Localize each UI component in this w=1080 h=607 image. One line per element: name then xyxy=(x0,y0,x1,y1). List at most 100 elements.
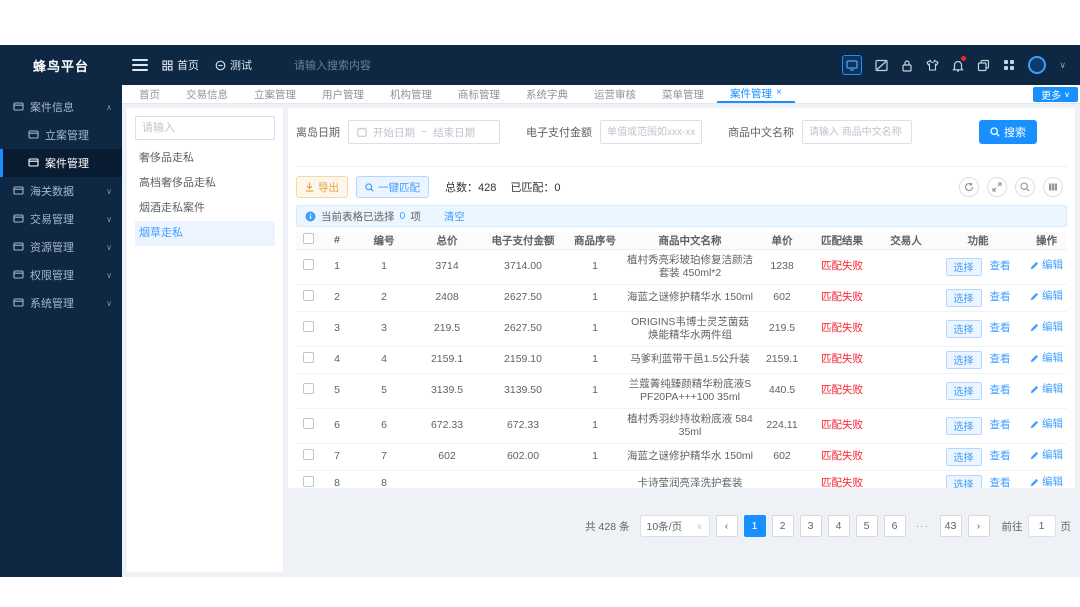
sidebar-item[interactable]: 资源管理 ∨ xyxy=(0,233,122,261)
page-number-button[interactable]: 2 xyxy=(771,515,794,537)
circle-minus-icon xyxy=(215,60,226,70)
edit-link[interactable]: 编辑 xyxy=(1030,259,1063,272)
view-link[interactable]: 查看 xyxy=(989,477,1011,488)
goto-page-input[interactable] xyxy=(1027,515,1056,537)
select-button[interactable]: 选择 xyxy=(945,474,982,488)
page-number-button[interactable]: ··· xyxy=(912,515,934,537)
edit-link[interactable]: 编辑 xyxy=(1030,418,1063,431)
global-search-input[interactable]: 请输入搜索内容 xyxy=(294,60,371,72)
select-button[interactable]: 选择 xyxy=(945,381,982,400)
name-filter-label: 商品中文名称 xyxy=(728,127,794,139)
row-checkbox[interactable] xyxy=(302,383,314,394)
row-checkbox[interactable] xyxy=(302,449,314,460)
clear-selection-link[interactable]: 清空 xyxy=(443,210,465,223)
page-number-button[interactable]: 6 xyxy=(883,515,906,537)
view-link[interactable]: 查看 xyxy=(989,384,1011,396)
page-number-button[interactable]: 4 xyxy=(827,515,850,537)
sidebar-item[interactable]: 系统管理 ∨ xyxy=(0,289,122,317)
close-icon[interactable]: × xyxy=(776,87,782,98)
fullscreen-icon[interactable] xyxy=(987,177,1007,197)
nav-home[interactable]: 首页 xyxy=(162,57,199,73)
select-button[interactable]: 选择 xyxy=(945,416,982,435)
edit-link[interactable]: 编辑 xyxy=(1030,352,1063,365)
view-link[interactable]: 查看 xyxy=(989,260,1011,272)
page-tab[interactable]: 菜单管理 xyxy=(649,85,717,103)
page-tab[interactable]: 商标管理 xyxy=(445,85,513,103)
apps-grid-icon[interactable] xyxy=(1003,59,1015,71)
category-list-item[interactable]: 奢侈品走私 xyxy=(139,152,194,164)
name-filter-input[interactable] xyxy=(802,120,912,144)
sidebar-item[interactable]: 立案管理 xyxy=(0,121,122,149)
monitor-icon[interactable] xyxy=(842,55,863,75)
edit-link[interactable]: 编辑 xyxy=(1030,290,1063,303)
sidebar-item[interactable]: 案件信息 ∧ xyxy=(0,93,122,121)
sidebar-item[interactable]: 案件管理 xyxy=(0,149,122,177)
category-list-item[interactable]: 烟酒走私案件 xyxy=(139,202,205,214)
next-page-button[interactable]: › xyxy=(967,515,990,537)
category-search-input[interactable] xyxy=(135,116,275,140)
page-tab[interactable]: 用户管理 xyxy=(309,85,377,103)
view-link[interactable]: 查看 xyxy=(989,291,1011,303)
prev-page-button[interactable]: ‹ xyxy=(715,515,738,537)
lock-icon[interactable] xyxy=(901,59,913,72)
date-range-picker[interactable]: 开始日期 ~ 结束日期 xyxy=(348,120,500,144)
zoom-icon[interactable] xyxy=(1015,177,1035,197)
export-button[interactable]: 导出 xyxy=(296,176,348,198)
row-checkbox[interactable] xyxy=(302,259,314,270)
theme-shirt-icon[interactable] xyxy=(926,59,940,71)
view-link[interactable]: 查看 xyxy=(989,353,1011,365)
edit-link[interactable]: 编辑 xyxy=(1030,476,1063,488)
category-list-item[interactable]: 烟草走私 xyxy=(135,221,275,246)
more-button[interactable]: 更多 ∨ xyxy=(1033,87,1078,102)
page-tab[interactable]: 首页 xyxy=(126,85,173,103)
search-button[interactable]: 搜索 xyxy=(979,120,1037,144)
page-tab[interactable]: 交易信息 xyxy=(173,85,241,103)
page-tab[interactable]: 系统字典 xyxy=(513,85,581,103)
notification-bell-icon[interactable] xyxy=(952,55,967,72)
select-button[interactable]: 选择 xyxy=(945,447,982,466)
cell-trader xyxy=(876,311,936,347)
select-button[interactable]: 选择 xyxy=(945,350,982,369)
select-button[interactable]: 选择 xyxy=(945,288,982,307)
cell-index: 3 xyxy=(320,311,354,347)
row-checkbox[interactable] xyxy=(302,321,314,332)
view-link[interactable]: 查看 xyxy=(989,419,1011,431)
page-tab[interactable]: 案件管理 × xyxy=(717,85,795,103)
edit-link[interactable]: 编辑 xyxy=(1030,449,1063,462)
edit-pencil-icon xyxy=(1030,451,1039,460)
page-number-button[interactable]: 3 xyxy=(799,515,822,537)
category-list-item[interactable]: 高档奢侈品走私 xyxy=(139,177,216,189)
page-tab[interactable]: 机构管理 xyxy=(377,85,445,103)
amount-filter-input[interactable] xyxy=(600,120,702,144)
user-avatar[interactable] xyxy=(1028,56,1047,74)
select-button[interactable]: 选择 xyxy=(945,257,982,276)
row-checkbox[interactable] xyxy=(302,476,314,487)
row-checkbox[interactable] xyxy=(302,418,314,429)
edit-link[interactable]: 编辑 xyxy=(1030,321,1063,334)
screenshot-icon[interactable] xyxy=(875,59,889,72)
column-settings-icon[interactable] xyxy=(1043,177,1063,197)
column-header: 功能 xyxy=(936,232,1020,250)
page-number-button[interactable]: 1 xyxy=(743,515,766,537)
sidebar-item[interactable]: 交易管理 ∨ xyxy=(0,205,122,233)
layers-icon[interactable] xyxy=(977,59,990,72)
select-button[interactable]: 选择 xyxy=(945,319,982,338)
one-click-match-button[interactable]: 一键匹配 xyxy=(356,176,429,198)
refresh-icon[interactable] xyxy=(959,177,979,197)
page-tab[interactable]: 立案管理 xyxy=(241,85,309,103)
chevron-down-icon[interactable]: ∨ xyxy=(1059,59,1066,70)
page-tab[interactable]: 运营审核 xyxy=(581,85,649,103)
view-link[interactable]: 查看 xyxy=(989,322,1011,334)
sidebar-item[interactable]: 海关数据 ∨ xyxy=(0,177,122,205)
sidebar-item[interactable]: 权限管理 ∨ xyxy=(0,261,122,289)
edit-link[interactable]: 编辑 xyxy=(1030,383,1063,396)
row-checkbox[interactable] xyxy=(302,290,314,301)
view-link[interactable]: 查看 xyxy=(989,450,1011,462)
page-number-button[interactable]: 5 xyxy=(855,515,878,537)
row-checkbox[interactable] xyxy=(302,352,314,363)
hamburger-menu-icon[interactable] xyxy=(132,59,148,71)
select-all-checkbox[interactable] xyxy=(302,233,314,245)
nav-test[interactable]: 测试 xyxy=(215,57,252,73)
page-number-button[interactable]: 43 xyxy=(939,515,962,537)
page-size-select[interactable]: 10条/页 ∨ xyxy=(639,515,710,537)
